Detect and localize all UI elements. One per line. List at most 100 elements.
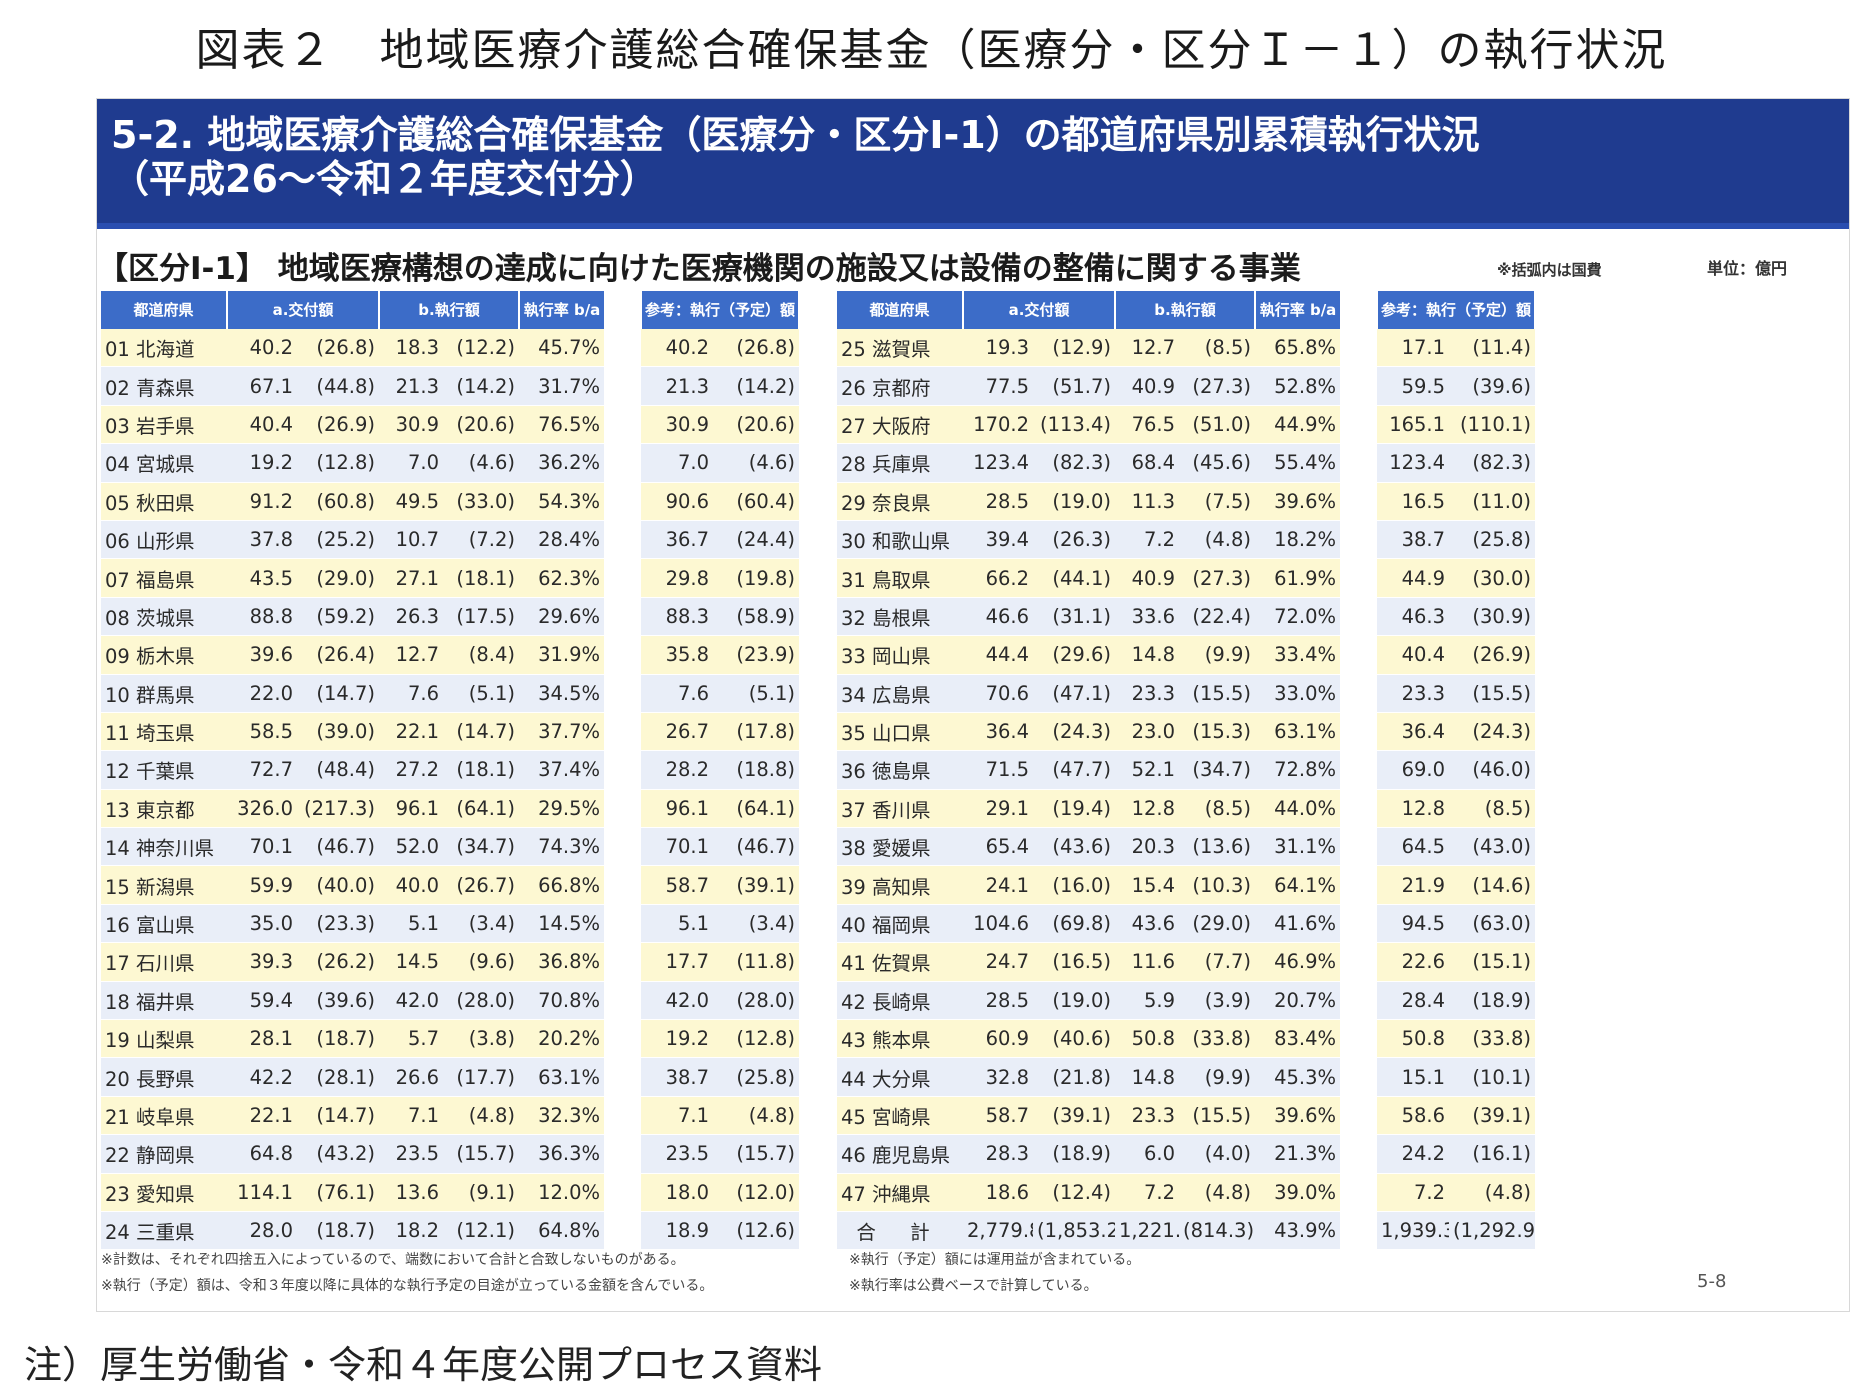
reference-amount-cell: 94.5 xyxy=(1377,904,1450,944)
reference-national-cell: (28.0) xyxy=(713,981,800,1021)
separator-cell xyxy=(605,597,642,637)
reference-amount-cell: 90.6 xyxy=(641,482,714,521)
executed-national-cell: (33.0) xyxy=(443,482,520,521)
execution-rate-cell: 21.3% xyxy=(1255,1134,1343,1174)
execution-rate-cell: 44.9% xyxy=(1255,405,1343,445)
grant-national-cell: (18.9) xyxy=(1033,1134,1116,1174)
table-row: 42 長崎県 28.5 (19.0) 5.9 (3.9) 20.7% 28.4 (18.9) xyxy=(837,981,1536,1021)
reference-national-cell: (18.8) xyxy=(713,750,800,790)
grant-national-cell: (26.4) xyxy=(297,635,380,675)
grant-national-cell: (76.1) xyxy=(297,1173,380,1212)
executed-national-cell: (15.7) xyxy=(443,1134,520,1174)
grant-amount-cell: 28.5 xyxy=(963,482,1033,521)
pref-cell: 42 長崎県 xyxy=(837,981,963,1021)
execution-rate-cell: 63.1% xyxy=(1255,712,1343,752)
executed-national-cell: (12.1) xyxy=(443,1211,520,1251)
separator-cell xyxy=(605,904,642,944)
execution-rate-cell: 39.0% xyxy=(1255,1173,1343,1212)
grant-national-cell: (39.1) xyxy=(1033,1096,1116,1136)
reference-amount-cell: 22.6 xyxy=(1377,942,1450,982)
execution-rate-cell: 41.6% xyxy=(1255,904,1343,944)
grant-amount-cell: 18.6 xyxy=(963,1173,1033,1212)
reference-national-cell: (46.0) xyxy=(1449,750,1536,790)
reference-amount-cell: 59.5 xyxy=(1377,366,1450,406)
table-row: 30 和歌山県 39.4 (26.3) 7.2 (4.8) 18.2% 38.7 (25.8) xyxy=(837,520,1536,560)
execution-rate-cell: 34.5% xyxy=(519,674,607,713)
executed-amount-cell: 76.5 xyxy=(1115,405,1180,445)
executed-national-cell: (7.7) xyxy=(1179,942,1256,982)
header-pref: 都道府県 xyxy=(101,291,228,329)
grant-amount-cell: 58.7 xyxy=(963,1096,1033,1136)
grant-amount-cell: 59.9 xyxy=(227,865,297,905)
pref-cell: 16 富山県 xyxy=(101,904,227,944)
table-row: 46 鹿児島県 28.3 (18.9) 6.0 (4.0) 21.3% 24.2 (16.1) xyxy=(837,1134,1536,1174)
executed-amount-cell: 5.7 xyxy=(379,1019,444,1059)
execution-rate-cell: 31.1% xyxy=(1255,827,1343,867)
executed-amount-cell: 13.6 xyxy=(379,1173,444,1212)
execution-rate-cell: 70.8% xyxy=(519,981,607,1021)
table-row: 29 奈良県 28.5 (19.0) 11.3 (7.5) 39.6% 16.5 (11.0) xyxy=(837,482,1536,521)
execution-rate-cell: 14.5% xyxy=(519,904,607,944)
table-row: 21 岐阜県 22.1 (14.7) 7.1 (4.8) 32.3% 7.1 (4.8) xyxy=(101,1096,800,1136)
reference-national-cell: (24.3) xyxy=(1449,712,1536,752)
grant-national-cell: (44.1) xyxy=(1033,558,1116,598)
reference-amount-cell: 58.7 xyxy=(641,865,714,905)
pref-cell: 06 山形県 xyxy=(101,520,227,560)
table-row: 20 長野県 42.2 (28.1) 26.6 (17.7) 63.1% 38.7 (25.8… xyxy=(101,1057,800,1097)
grant-amount-cell: 19.2 xyxy=(227,443,297,483)
reference-amount-cell: 17.1 xyxy=(1377,329,1450,368)
reference-amount-cell: 64.5 xyxy=(1377,827,1450,867)
pref-cell: 21 岐阜県 xyxy=(101,1096,227,1136)
pref-cell: 30 和歌山県 xyxy=(837,520,963,560)
left-table: 都道府県 a.交付額 b.執行額 執行率 b/a 参考：執行（予定）額 01 北… xyxy=(101,291,801,1251)
reference-amount-cell: 23.3 xyxy=(1377,674,1450,713)
grant-national-cell: (43.2) xyxy=(297,1134,380,1174)
pref-cell: 40 福岡県 xyxy=(837,904,963,944)
reference-national-cell: (12.8) xyxy=(713,1019,800,1059)
table-row: 06 山形県 37.8 (25.2) 10.7 (7.2) 28.4% 36.7 (24.4) xyxy=(101,520,800,560)
separator-cell xyxy=(1341,520,1378,560)
pref-cell: 14 神奈川県 xyxy=(101,827,227,867)
reference-amount-cell: 30.9 xyxy=(641,405,714,445)
executed-national-cell: (28.0) xyxy=(443,981,520,1021)
header-a: a.交付額 xyxy=(963,291,1117,329)
grant-national-cell: (14.7) xyxy=(297,674,380,713)
pref-cell: 37 香川県 xyxy=(837,789,963,829)
grant-amount-cell: 326.0 xyxy=(227,789,297,829)
pref-cell: 03 岩手県 xyxy=(101,405,227,445)
reference-national-cell: (11.4) xyxy=(1449,329,1536,368)
reference-national-cell: (43.0) xyxy=(1449,827,1536,867)
table-row: 31 鳥取県 66.2 (44.1) 40.9 (27.3) 61.9% 44.9 (30.0… xyxy=(837,558,1536,598)
execution-rate-cell: 83.4% xyxy=(1255,1019,1343,1059)
separator-cell xyxy=(1341,942,1378,982)
table-row: 37 香川県 29.1 (19.4) 12.8 (8.5) 44.0% 12.8 (8.5) xyxy=(837,789,1536,829)
reference-national-cell: (63.0) xyxy=(1449,904,1536,944)
table-row: 08 茨城県 88.8 (59.2) 26.3 (17.5) 29.6% 88.3 (58.9… xyxy=(101,597,800,637)
grant-amount-cell: 64.8 xyxy=(227,1134,297,1174)
pref-cell: 15 新潟県 xyxy=(101,865,227,905)
pref-cell: 合 計 xyxy=(837,1211,963,1251)
pref-cell: 29 奈良県 xyxy=(837,482,963,521)
executed-amount-cell: 11.6 xyxy=(1115,942,1180,982)
table-row: 22 静岡県 64.8 (43.2) 23.5 (15.7) 36.3% 23.5 (15.7… xyxy=(101,1134,800,1174)
executed-amount-cell: 7.1 xyxy=(379,1096,444,1136)
reference-national-cell: (64.1) xyxy=(713,789,800,829)
reference-national-cell: (58.9) xyxy=(713,597,800,637)
execution-rate-cell: 65.8% xyxy=(1255,329,1343,368)
reference-amount-cell: 12.8 xyxy=(1377,789,1450,829)
executed-national-cell: (7.2) xyxy=(443,520,520,560)
pref-cell: 34 広島県 xyxy=(837,674,963,713)
grant-national-cell: (44.8) xyxy=(297,366,380,406)
header-separator xyxy=(605,291,643,329)
executed-amount-cell: 7.6 xyxy=(379,674,444,713)
pref-cell: 33 岡山県 xyxy=(837,635,963,675)
grant-amount-cell: 39.4 xyxy=(963,520,1033,560)
grant-national-cell: (51.7) xyxy=(1033,366,1116,406)
grant-national-cell: (82.3) xyxy=(1033,443,1116,483)
separator-cell xyxy=(1341,827,1378,867)
grant-amount-cell: 70.1 xyxy=(227,827,297,867)
reference-national-cell: (20.6) xyxy=(713,405,800,445)
grant-amount-cell: 40.4 xyxy=(227,405,297,445)
executed-amount-cell: 21.3 xyxy=(379,366,444,406)
pref-cell: 05 秋田県 xyxy=(101,482,227,521)
